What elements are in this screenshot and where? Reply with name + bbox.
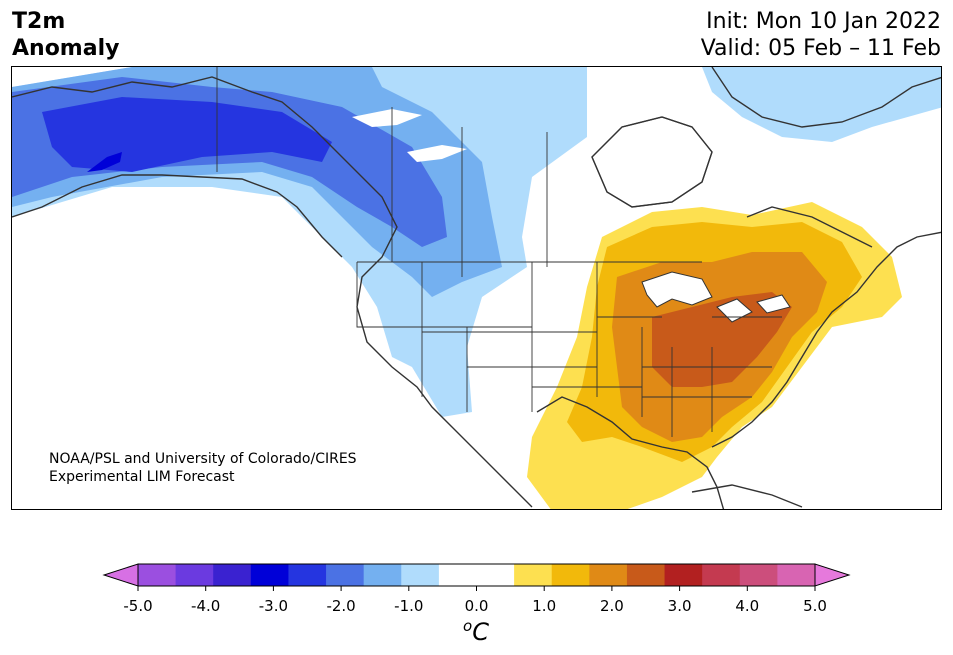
colorbar-segment <box>551 564 590 586</box>
colorbar-tick-label: 3.0 <box>667 597 692 615</box>
forecast-dates: Init: Mon 10 Jan 2022 Valid: 05 Feb – 11… <box>701 8 941 62</box>
colorbar-segment <box>175 564 214 586</box>
unit-superscript: o <box>463 617 473 635</box>
cold-anomaly-extreme <box>87 152 122 172</box>
colorbar-tick-label: -3.0 <box>258 597 289 615</box>
credit-line-1: NOAA/PSL and University of Colorado/CIRE… <box>49 451 357 467</box>
colorbar-svg <box>102 563 851 591</box>
warm-anomaly-very-strong <box>652 292 792 387</box>
credit-line-2: Experimental LIM Forecast <box>49 469 235 485</box>
arctic-white-2 <box>407 145 467 162</box>
colorbar-tick-label: 2.0 <box>599 597 624 615</box>
init-date: Init: Mon 10 Jan 2022 <box>706 9 941 34</box>
title-line-2: Anomaly <box>12 36 120 61</box>
colorbar-segment <box>777 564 816 586</box>
colorbar-segment <box>514 564 553 586</box>
colorbar-extend-high <box>814 563 851 587</box>
colorbar-segment <box>138 564 177 586</box>
valid-date: Valid: 05 Feb – 11 Feb <box>700 36 941 61</box>
colorbar-segment <box>250 564 289 586</box>
colorbar-tick-label: 4.0 <box>735 597 760 615</box>
colorbar: -5.0 -4.0 -3.0 -2.0 -1.0 0.0 1.0 2.0 3.0 4.0 5.0 o… <box>0 560 953 655</box>
unit-letter: C <box>472 618 489 646</box>
colorbar-tick-label: -1.0 <box>394 597 424 615</box>
colorbar-segment <box>363 564 402 586</box>
map-title: T2m Anomaly <box>12 8 119 62</box>
colorbar-segment <box>589 564 628 586</box>
colorbar-extend-low <box>102 563 139 587</box>
colorbar-tick-label: 5.0 <box>803 597 827 615</box>
colorbar-tick-label: 1.0 <box>532 597 557 615</box>
colorbar-segment <box>702 564 741 586</box>
colorbar-segment <box>664 564 703 586</box>
colorbar-segment <box>438 564 477 586</box>
colorbar-segment <box>626 564 666 586</box>
arctic-white-1 <box>352 109 422 127</box>
cold-anomaly-very-strong <box>42 97 332 172</box>
title-line-1: T2m <box>12 9 66 34</box>
colorbar-segment <box>326 564 365 586</box>
map-svg <box>12 67 941 509</box>
coastlines <box>12 67 941 509</box>
colorbar-segment <box>401 564 440 586</box>
colorbar-tick-label: -5.0 <box>123 597 153 615</box>
colorbar-tick-label: -2.0 <box>326 597 356 615</box>
colorbar-segment <box>288 564 327 586</box>
colorbar-segment <box>476 564 515 586</box>
colorbar-segment <box>213 564 252 586</box>
cold-anomaly-light-east <box>702 67 941 142</box>
colorbar-segment <box>739 564 778 586</box>
political-borders <box>216 67 782 437</box>
colorbar-tick-label: 0.0 <box>464 597 489 615</box>
credit-text: NOAA/PSL and University of Colorado/CIRE… <box>49 450 357 486</box>
colorbar-unit: oC <box>463 617 489 646</box>
anomaly-map <box>11 66 942 510</box>
colorbar-tick-label: -4.0 <box>191 597 221 615</box>
